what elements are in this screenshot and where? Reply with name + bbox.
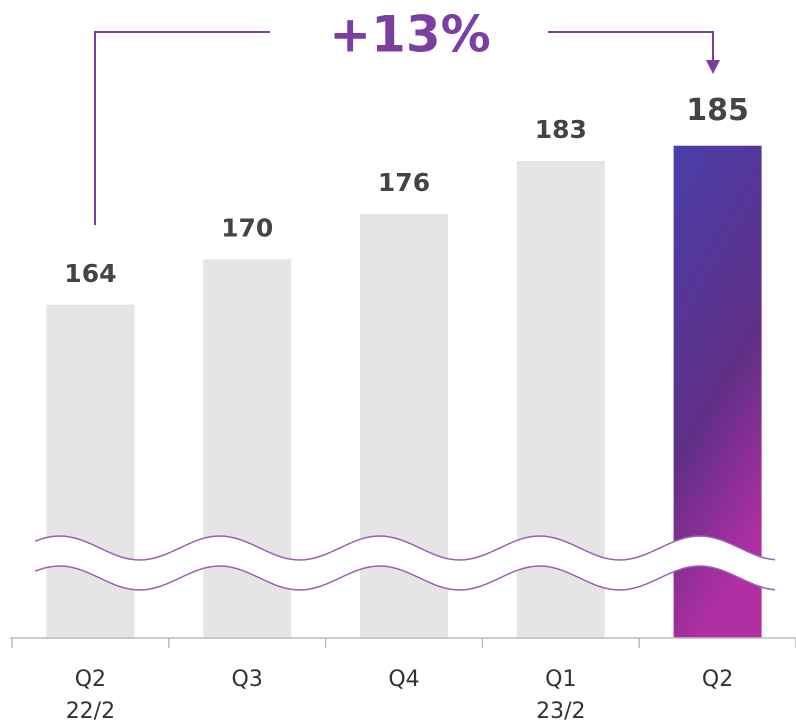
value-label: 183 [535, 115, 587, 144]
value-label: 185 [686, 93, 749, 128]
value-label: 170 [221, 213, 273, 242]
bracket [94, 31, 270, 225]
x-tick-label: Q4 [388, 667, 420, 692]
bar [46, 304, 135, 638]
x-tick-label: Q1 23/2 [536, 667, 586, 724]
value-label: 164 [64, 259, 116, 288]
annotation: +13% [329, 6, 491, 64]
arrow-head [706, 60, 720, 74]
axis-break [35, 536, 775, 590]
break-line [34, 565, 776, 591]
value-label: 176 [378, 168, 430, 197]
x-tick-label: Q2 [701, 667, 734, 692]
bracket [548, 31, 714, 62]
x-tick-label: Q3 [231, 667, 263, 692]
break-line [34, 535, 776, 561]
x-tick-label: Q2 22/2 [65, 667, 116, 724]
